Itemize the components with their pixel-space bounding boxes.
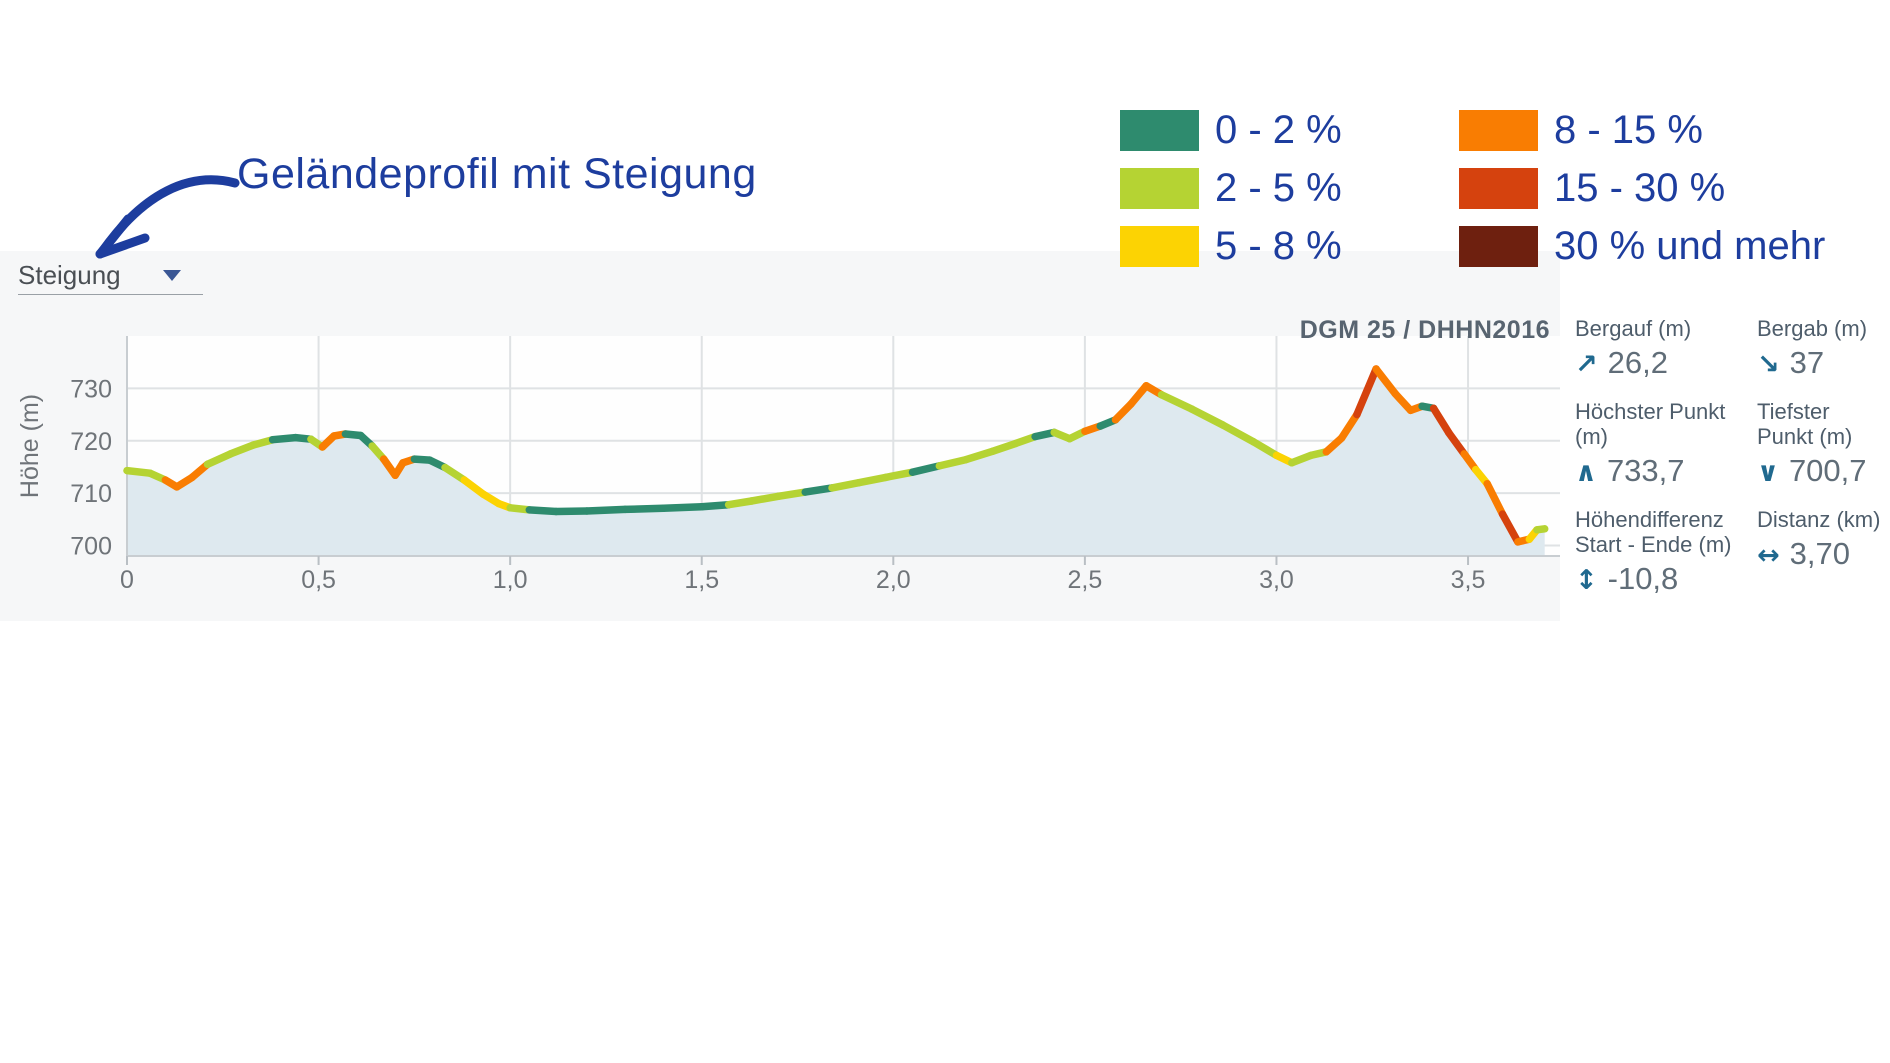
stat-label: Distanz (km)	[1757, 507, 1881, 532]
legend-swatch-8-15	[1459, 110, 1538, 151]
legend-label: 8 - 15 %	[1554, 108, 1703, 152]
stat-distanz: Distanz (km) ↔ 3,70	[1757, 507, 1887, 597]
stat-value: 26,2	[1607, 345, 1668, 380]
uphill-arrow-icon: ↗	[1575, 349, 1598, 380]
elevation-model-label: DGM 25 / DHHN2016	[1299, 316, 1550, 344]
height-difference-icon: ↕	[1575, 565, 1598, 596]
profile-mode-dropdown[interactable]: Steigung	[18, 256, 203, 295]
stat-value: 733,7	[1606, 453, 1685, 488]
legend-label: 30 % und mehr	[1554, 224, 1826, 268]
legend-label: 0 - 2 %	[1215, 108, 1342, 152]
profile-stats: Bergauf (m) ↗ 26,2 Bergab (m) ↘ 37 Höchs…	[1575, 316, 1887, 597]
distance-icon: ↔	[1757, 540, 1780, 571]
legend-item-2-5: 2 - 5 %	[1120, 168, 1459, 209]
slope-legend: 0 - 2 % 8 - 15 % 2 - 5 % 15 - 30 % 5 - 8…	[1120, 110, 1890, 267]
stat-bergauf: Bergauf (m) ↗ 26,2	[1575, 316, 1757, 381]
stat-label: Höchster Punkt (m)	[1575, 399, 1726, 449]
profile-mode-dropdown-label: Steigung	[18, 259, 121, 290]
highest-point-icon: ∧	[1575, 457, 1597, 488]
legend-swatch-5-8	[1120, 226, 1199, 267]
stat-hoehendifferenz: Höhendifferenz Start - Ende (m) ↕ -10,8	[1575, 507, 1757, 597]
stat-label: Bergauf (m)	[1575, 316, 1692, 341]
stat-bergab: Bergab (m) ↘ 37	[1757, 316, 1887, 381]
legend-swatch-2-5	[1120, 168, 1199, 209]
legend-item-15-30: 15 - 30 %	[1459, 168, 1890, 209]
legend-item-30-plus: 30 % und mehr	[1459, 226, 1890, 267]
plot-area[interactable]	[127, 336, 1560, 556]
legend-label: 15 - 30 %	[1554, 166, 1726, 210]
stat-value: 37	[1789, 345, 1825, 380]
chevron-down-icon	[163, 269, 181, 281]
annotation-title: Geländeprofil mit Steigung	[237, 150, 757, 198]
stat-value: 3,70	[1789, 536, 1850, 571]
legend-swatch-15-30	[1459, 168, 1538, 209]
stat-label: Bergab (m)	[1757, 316, 1868, 341]
legend-item-5-8: 5 - 8 %	[1120, 226, 1459, 267]
annotation-arrow-icon	[95, 175, 240, 259]
stat-value: 700,7	[1788, 453, 1867, 488]
legend-label: 2 - 5 %	[1215, 166, 1342, 210]
legend-swatch-30-plus	[1459, 226, 1538, 267]
legend-item-8-15: 8 - 15 %	[1459, 110, 1890, 151]
stat-label: Höhendifferenz Start - Ende (m)	[1575, 507, 1732, 557]
legend-swatch-0-2	[1120, 110, 1199, 151]
downhill-arrow-icon: ↘	[1757, 349, 1780, 380]
stat-hoechster-punkt: Höchster Punkt (m) ∧ 733,7	[1575, 399, 1757, 489]
legend-label: 5 - 8 %	[1215, 224, 1342, 268]
legend-item-0-2: 0 - 2 %	[1120, 110, 1459, 151]
lowest-point-icon: ∨	[1757, 457, 1779, 488]
stat-label: Tiefster Punkt (m)	[1757, 399, 1853, 449]
stat-tiefster-punkt: Tiefster Punkt (m) ∨ 700,7	[1757, 399, 1887, 489]
stat-value: -10,8	[1607, 561, 1679, 596]
